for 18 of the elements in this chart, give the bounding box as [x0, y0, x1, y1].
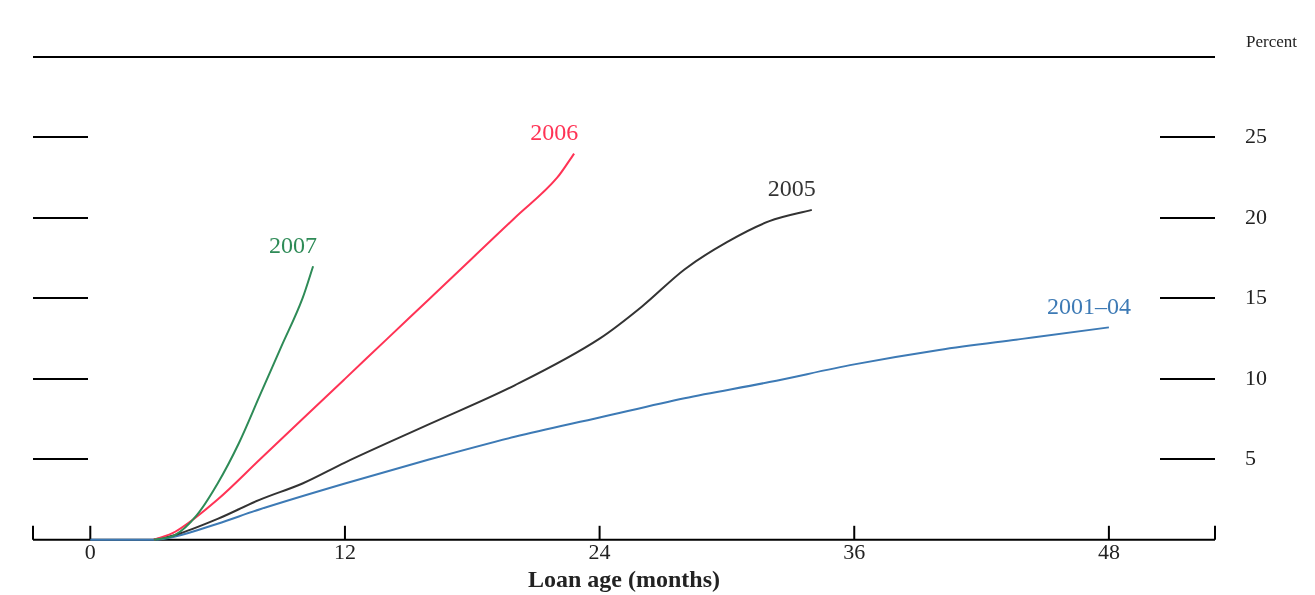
y-tick-label: 25 [1245, 123, 1267, 149]
line-series [89, 326, 1110, 541]
line-series [152, 265, 315, 541]
x-tick-label: 24 [588, 538, 611, 564]
x-tick-label: 12 [333, 538, 356, 564]
y-tick-label: 5 [1245, 445, 1256, 471]
y-tick-label: 10 [1245, 364, 1267, 390]
series-label: 2005 [767, 175, 816, 202]
x-tick-label: 0 [84, 538, 96, 564]
y-axis-title: Percent [1246, 31, 1298, 51]
series-label: 2007 [269, 231, 318, 258]
y-tick-label: 15 [1245, 284, 1267, 310]
series-label: 2001–04 [1046, 292, 1131, 319]
x-tick-label: 36 [843, 538, 866, 564]
series-label: 2006 [530, 118, 579, 145]
y-tick-label: 20 [1245, 203, 1267, 229]
x-axis-title: Loan age (months) [527, 565, 721, 592]
x-tick-label: 48 [1097, 538, 1120, 564]
